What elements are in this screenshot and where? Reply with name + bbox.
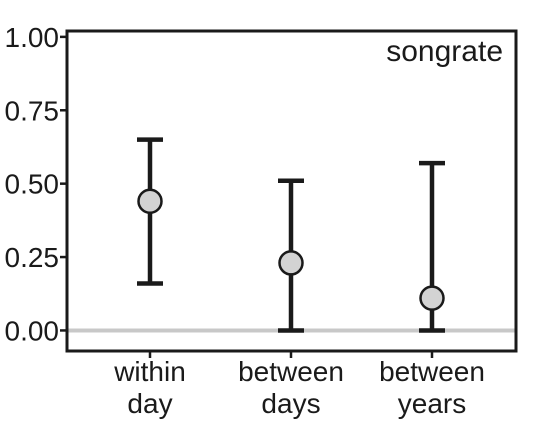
x-category-label: years	[398, 388, 466, 419]
data-point	[137, 188, 163, 215]
x-category-label: within	[113, 356, 186, 387]
x-category-label: day	[127, 388, 172, 419]
panel-title: songrate	[386, 35, 503, 68]
y-tick-label: 0.25	[5, 242, 60, 273]
y-tick-label: 0.75	[5, 95, 60, 126]
x-category-label: between	[379, 356, 485, 387]
y-tick-label: 1.00	[5, 22, 60, 53]
x-category-label: between	[238, 356, 344, 387]
y-tick-label: 0.50	[5, 169, 60, 200]
data-point	[278, 250, 304, 276]
x-category-label: days	[261, 388, 320, 419]
y-tick-label: 0.00	[5, 315, 60, 346]
data-point	[419, 285, 445, 311]
